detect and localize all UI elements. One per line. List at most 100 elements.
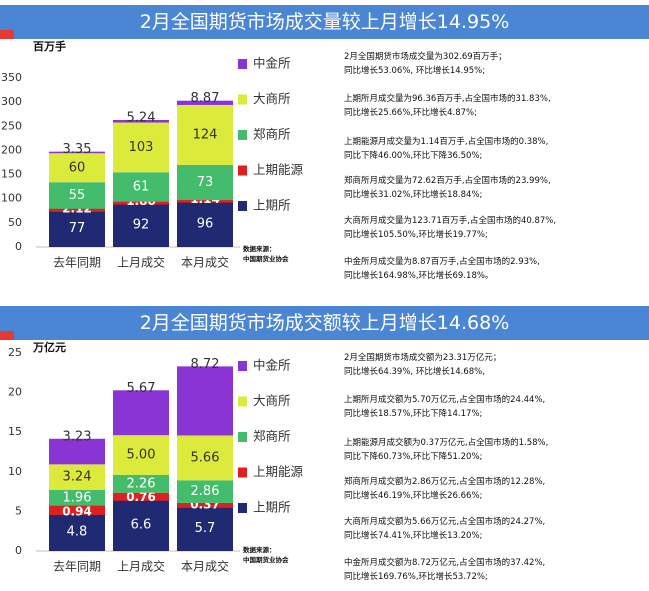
legend-label-zce: 郑商所 (253, 429, 291, 444)
data-label-shfe: 5.7 (195, 521, 216, 536)
y-tick-label: 10 (8, 465, 22, 478)
bar-cffex (177, 100, 233, 105)
turnover-panel: 2月全国期货市场成交额较上月增长14.68% 万亿元 0 5 10 15 20 25 4.8… (0, 301, 649, 591)
bar-shfe (177, 200, 233, 247)
bar-zce (49, 182, 105, 209)
bar-ine-band (49, 207, 105, 212)
bar-cffex (49, 438, 105, 465)
y-tick-label: 250 (1, 119, 22, 132)
data-label-ine: 0.76 (126, 490, 156, 504)
y-tick-label: 15 (8, 425, 22, 438)
chart-title: 2月全国期货市场成交额较上月增长14.68% (0, 306, 649, 340)
legend-label-dce: 大商所 (253, 393, 291, 408)
note-shfe: 上期所月成交量为96.36百万手,占全国市场的31.83%, 同比增长25.66… (344, 94, 551, 118)
data-label-zce: 73 (197, 175, 214, 190)
chart-title: 2月全国期货市场成交量较上月增长14.95% (0, 5, 649, 39)
y-tick-label: 300 (1, 95, 22, 108)
bar-dce (113, 122, 169, 173)
bar-cffex (113, 119, 169, 123)
legend-swatch-zce (238, 130, 247, 140)
data-label-dce: 124 (193, 127, 218, 142)
note-cffex: 中金所月成交量为8.87百万手,占全国市场的2.93%, 同比增长164.98%… (344, 257, 540, 281)
data-label-zce: 55 (69, 188, 86, 203)
bar-dce (49, 153, 105, 183)
data-source: 数据来源： 中国期货业协会 (243, 245, 289, 263)
bar-ine-band (49, 510, 105, 515)
bar-shfe (177, 505, 233, 551)
y-tick-label: 100 (1, 192, 22, 205)
volume-panel: 2月全国期货市场成交量较上月增长14.95% 百万手 0 50 100 150 200 2… (0, 0, 649, 290)
y-tick-label: 50 (8, 216, 22, 229)
bar-ine-band (177, 198, 233, 203)
note-cffex: 中金所月成交额为8.72万亿元,占全国市场的37.42%, 同比增长169.76… (344, 558, 546, 582)
bar-shfe (113, 498, 169, 551)
note-ine: 上期能源月成交量为1.14百万手,占全国市场的0.38%, 同比下降46.00%… (344, 137, 549, 161)
x-tick-label: 上月成交 (117, 559, 165, 574)
data-label-cffex: 8.87 (191, 91, 220, 106)
legend-label-cffex: 中金所 (253, 56, 291, 71)
data-label-zce: 61 (133, 179, 150, 194)
data-label-cffex: 5.24 (127, 110, 156, 125)
corner-tag (0, 30, 14, 39)
data-label-cffex: 5.67 (127, 381, 156, 396)
legend-swatch-cffex (238, 361, 247, 371)
bar-ine (49, 505, 105, 513)
x-tick-label: 去年同期 (53, 560, 101, 574)
data-label-zce: 1.96 (63, 490, 92, 505)
legend-label-ine: 上期能源 (253, 464, 304, 479)
note-dce: 大商所月成交额为5.66万亿元,占全国市场的24.27%, 同比增长74.41%… (344, 517, 546, 541)
note-dce: 大商所月成交量为123.71百万手,占全国市场的40.87%, 同比增长105.… (344, 216, 557, 240)
data-label-zce: 2.86 (191, 484, 220, 499)
note-total: 2月全国期货市场成交量为302.69百万手； 同比增长53.06%, 环比增长1… (344, 52, 507, 76)
legend-swatch-dce (238, 396, 247, 407)
y-tick-label: 350 (1, 71, 22, 84)
data-label-shfe: 77 (69, 221, 86, 236)
bar-ine (113, 492, 169, 499)
legend-swatch-cffex (238, 59, 247, 69)
y-tick-label: 5 (15, 504, 22, 517)
bar-cffex (49, 151, 105, 154)
note-zce: 郑商所月成交量为72.62百万手,占全国市场的23.99%, 同比增长31.02… (344, 176, 551, 200)
legend-swatch-shfe (238, 201, 247, 211)
y-unit-label: 百万手 (33, 40, 66, 53)
bar-zce (113, 172, 169, 202)
data-label-dce: 60 (69, 160, 86, 175)
data-label-shfe: 92 (133, 217, 150, 232)
x-tick-label: 去年同期 (53, 256, 101, 270)
data-label-dce: 5.66 (191, 450, 220, 465)
bar-dce (113, 435, 169, 475)
legend-swatch-ine (238, 165, 247, 176)
bar-cffex (113, 390, 169, 436)
bar-ine-band (177, 503, 233, 508)
note-total: 2月全国期货市场成交额为23.31万亿元； 同比增长64.39%, 环比增长14… (344, 353, 502, 377)
data-label-cffex: 3.23 (63, 429, 92, 444)
bar-shfe (49, 512, 105, 551)
turnover-chart: 0 5 10 15 20 25 4.8 0.941.96 3.24 3.23 去年同期 6.6 0.76… (8, 346, 304, 574)
bar-zce (49, 490, 105, 506)
data-label-dce: 3.24 (63, 470, 92, 485)
x-tick-label: 本月成交 (181, 255, 229, 270)
bar-cffex (177, 366, 233, 436)
note-zce: 郑商所月成交额为2.86万亿元,占全国市场的12.28%, 同比增长46.19%… (344, 477, 546, 501)
legend-label-dce: 大商所 (253, 91, 291, 106)
y-tick-label: 0 (15, 240, 22, 253)
bar-shfe (49, 209, 105, 247)
note-ine: 上期能源月成交额为0.37万亿元,占全国市场的1.58%, 同比下降60.73%… (344, 438, 549, 462)
note-shfe: 上期所月成交额为5.70万亿元,占全国市场的24.44%, 同比增长18.57%… (344, 395, 546, 419)
bar-shfe (113, 202, 169, 247)
x-tick-label: 上月成交 (117, 255, 165, 270)
bar-ine-band (113, 200, 169, 205)
data-label-shfe: 96 (197, 216, 214, 231)
legend-swatch-ine (238, 467, 247, 478)
y-tick-label: 0 (15, 544, 22, 557)
data-label-shfe: 6.6 (131, 517, 152, 532)
bar-dce (177, 435, 233, 481)
y-tick-label: 20 (8, 386, 22, 399)
x-tick-label: 本月成交 (181, 559, 229, 574)
data-label-shfe: 4.8 (67, 524, 88, 539)
data-label-dce: 5.00 (127, 448, 156, 463)
legend-swatch-shfe (238, 503, 247, 513)
corner-tag (0, 331, 14, 340)
legend-swatch-dce (238, 94, 247, 105)
legend-label-cffex: 中金所 (253, 358, 291, 373)
